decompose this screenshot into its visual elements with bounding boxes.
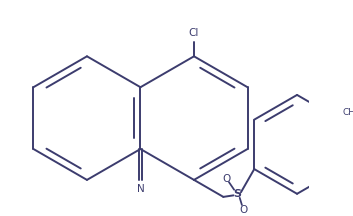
Text: S: S: [233, 189, 241, 199]
Text: O: O: [239, 205, 247, 215]
Text: Cl: Cl: [189, 28, 199, 38]
Text: O: O: [222, 174, 231, 184]
Text: N: N: [137, 184, 144, 194]
Text: CH₃: CH₃: [342, 108, 353, 117]
